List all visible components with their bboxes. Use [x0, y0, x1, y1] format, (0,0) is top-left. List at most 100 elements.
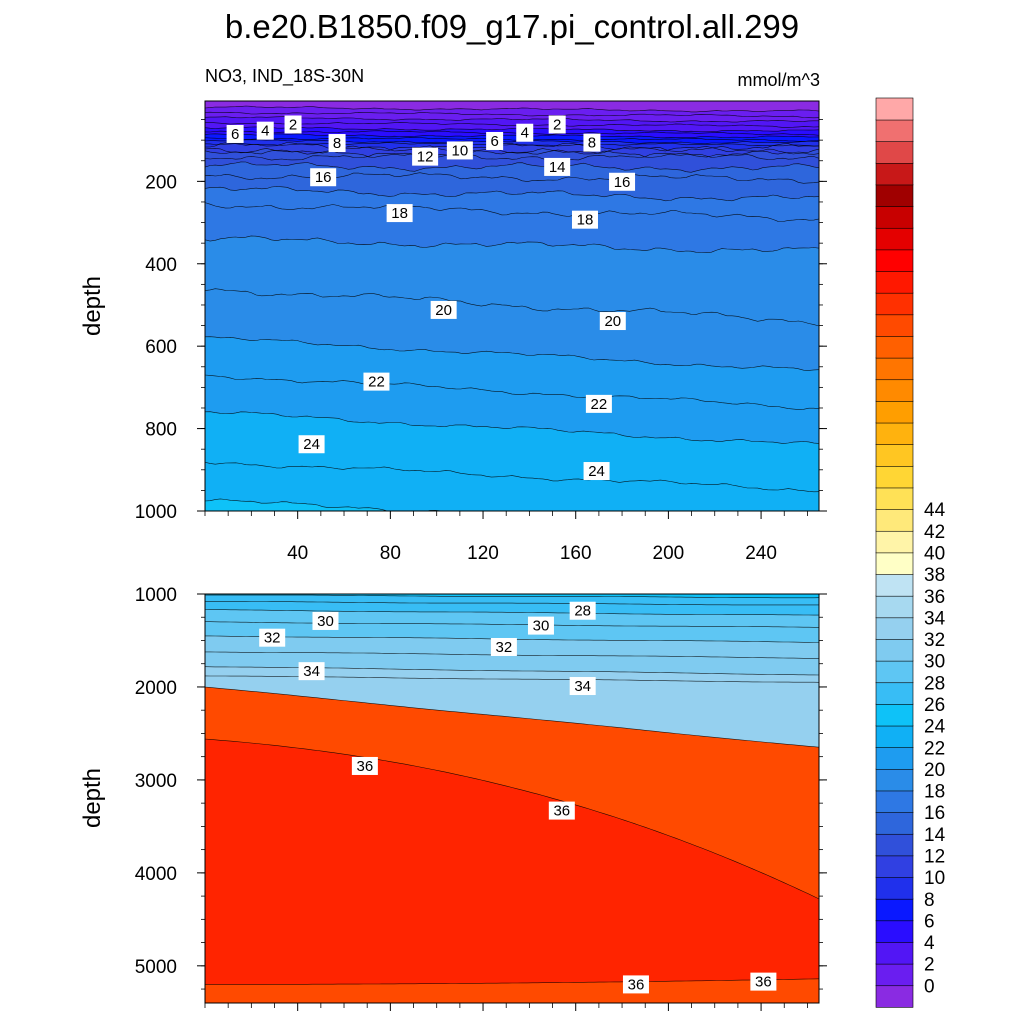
- upper-contour-line-1: [205, 105, 819, 113]
- upper-contour-label-8: 2: [548, 115, 566, 133]
- colorbar-box: [875, 530, 914, 554]
- lower-band-35.5: [205, 739, 819, 1003]
- lower-contour-line-29.5: [205, 609, 819, 616]
- upper-contour-label-text: 6: [231, 126, 239, 143]
- colorbar-box: [875, 379, 914, 402]
- lower-contour-label-text: 34: [574, 678, 591, 695]
- lower-contour-label-text: 30: [317, 613, 334, 630]
- upper-contour-lines: [205, 105, 819, 511]
- colorbar-box: [875, 703, 914, 727]
- upper-contour-label-bg: [256, 121, 274, 140]
- colorbar-box: [875, 357, 914, 381]
- colorbar-tick-label: 6: [924, 911, 935, 932]
- upper-contour-line-2: [205, 111, 819, 119]
- upper-contour-label-bg: [284, 115, 302, 134]
- lower-contour-label-1: 32: [259, 628, 286, 647]
- upper-plot-frame: [204, 100, 820, 512]
- colorbar-box: [875, 746, 914, 770]
- colorbar-box: [875, 790, 914, 813]
- colorbar-tick-label: 10: [924, 868, 945, 889]
- lower-filled-contours: [205, 594, 819, 1003]
- lower-contour-label-bg: [298, 662, 325, 681]
- colorbar-box: [875, 985, 914, 1008]
- lower-depth-panel: 30 32 34 36 28 30 32 34 36 36 36 1000 2000 3000 4000 5…: [79, 585, 827, 1011]
- lower-contour-label-text: 36: [357, 758, 374, 775]
- lower-contour-label-bg: [622, 975, 649, 994]
- lower-contour-label-2: 34: [298, 662, 325, 681]
- upper-contour-line-21: [205, 336, 819, 371]
- colorbar-box: [875, 920, 914, 943]
- colorbar-box: [875, 487, 914, 510]
- upper-y-tick-label: 200: [145, 172, 177, 193]
- upper-contour-line-24: [205, 462, 819, 493]
- upper-contour-label-text: 18: [577, 212, 594, 229]
- upper-contour-line-12: [205, 145, 819, 155]
- lower-contour-label-text: 36: [553, 803, 570, 820]
- lower-contour-label-text: 36: [755, 974, 772, 991]
- colorbar-tick-label: 36: [924, 587, 945, 608]
- upper-y-tick-label: 800: [145, 420, 177, 441]
- upper-contour-label-13: 18: [386, 204, 413, 223]
- lower-y-tick-label: 3000: [135, 771, 177, 792]
- colorbar-box: [875, 205, 914, 229]
- upper-x-tick-label: 160: [560, 543, 592, 564]
- colorbar-box: [875, 876, 914, 900]
- upper-contour-label-16: 20: [599, 312, 626, 331]
- upper-x-tick-label: 200: [653, 543, 685, 564]
- colorbar-tick-label: 30: [924, 652, 945, 673]
- colorbar-box: [875, 833, 914, 857]
- upper-contour-label-10: 14: [544, 157, 571, 176]
- upper-contour-label-7: 4: [516, 123, 534, 142]
- lower-contour-labels: 30 32 34 36 28 30 32 34 36 36 36: [259, 601, 777, 994]
- colorbar-box: [875, 660, 914, 684]
- lower-contour-label-3: 36: [351, 756, 378, 775]
- upper-contour-label-bg: [516, 123, 534, 142]
- upper-x-axis: 40 80 120 160 200 240: [204, 511, 808, 564]
- lower-contour-line-28.5: [205, 601, 819, 606]
- colorbar-box: [875, 963, 914, 987]
- colorbar-box: [875, 638, 914, 662]
- upper-contour-line-23: [205, 411, 819, 444]
- lower-contour-label-4: 28: [569, 601, 596, 620]
- colorbar-box: [875, 400, 914, 424]
- colorbar-box: [875, 97, 914, 121]
- upper-contour-label-text: 20: [604, 313, 621, 330]
- upper-y-tick-label: 400: [145, 255, 177, 276]
- upper-contour-line-6: [205, 130, 819, 136]
- upper-x-tick-label: 120: [467, 543, 499, 564]
- upper-contour-label-text: 20: [435, 302, 452, 319]
- upper-contour-label-bg: [599, 312, 626, 331]
- upper-x-tick-label: 40: [287, 543, 308, 564]
- lower-y-tick-label: 2000: [135, 678, 177, 699]
- upper-contour-label-text: 2: [553, 116, 561, 133]
- upper-x-tick-label: 240: [745, 543, 777, 564]
- lower-contour-label-bg: [312, 611, 339, 630]
- lower-contour-label-text: 32: [496, 639, 513, 656]
- colorbar-box: [875, 227, 914, 251]
- upper-contour-line-19: [205, 235, 819, 253]
- lower-contour-label-6: 32: [490, 637, 517, 656]
- upper-contour-line-4: [205, 121, 819, 128]
- upper-contour-line-5: [205, 126, 819, 133]
- colorbar: 0246810121416182022242628303234363840424…: [875, 97, 946, 1008]
- upper-contour-line-11: [205, 142, 819, 152]
- colorbar-tick-label: 0: [924, 976, 935, 997]
- colorbar-box: [875, 140, 914, 164]
- upper-contour-label-text: 10: [452, 142, 469, 159]
- upper-contour-line-14: [205, 152, 819, 161]
- colorbar-tick-label: 24: [924, 717, 946, 738]
- upper-contour-label-bg: [583, 462, 610, 481]
- lower-contour-label-text: 28: [574, 603, 591, 620]
- lower-contour-line-34.5: [205, 686, 819, 748]
- lower-contour-label-bg: [527, 616, 554, 635]
- upper-y-axis-title: depth: [79, 276, 106, 336]
- colorbar-box: [875, 941, 914, 965]
- lower-y-tick-label: 1000: [135, 585, 177, 606]
- colorbar-box: [875, 292, 914, 316]
- colorbar-box: [875, 552, 914, 575]
- colorbar-box: [875, 508, 914, 532]
- upper-contour-label-text: 16: [614, 174, 631, 191]
- variable-region-label: NO3, IND_18S-30N: [205, 66, 364, 87]
- upper-contour-label-2: 2: [284, 115, 302, 134]
- upper-contour-label-bg: [363, 372, 390, 391]
